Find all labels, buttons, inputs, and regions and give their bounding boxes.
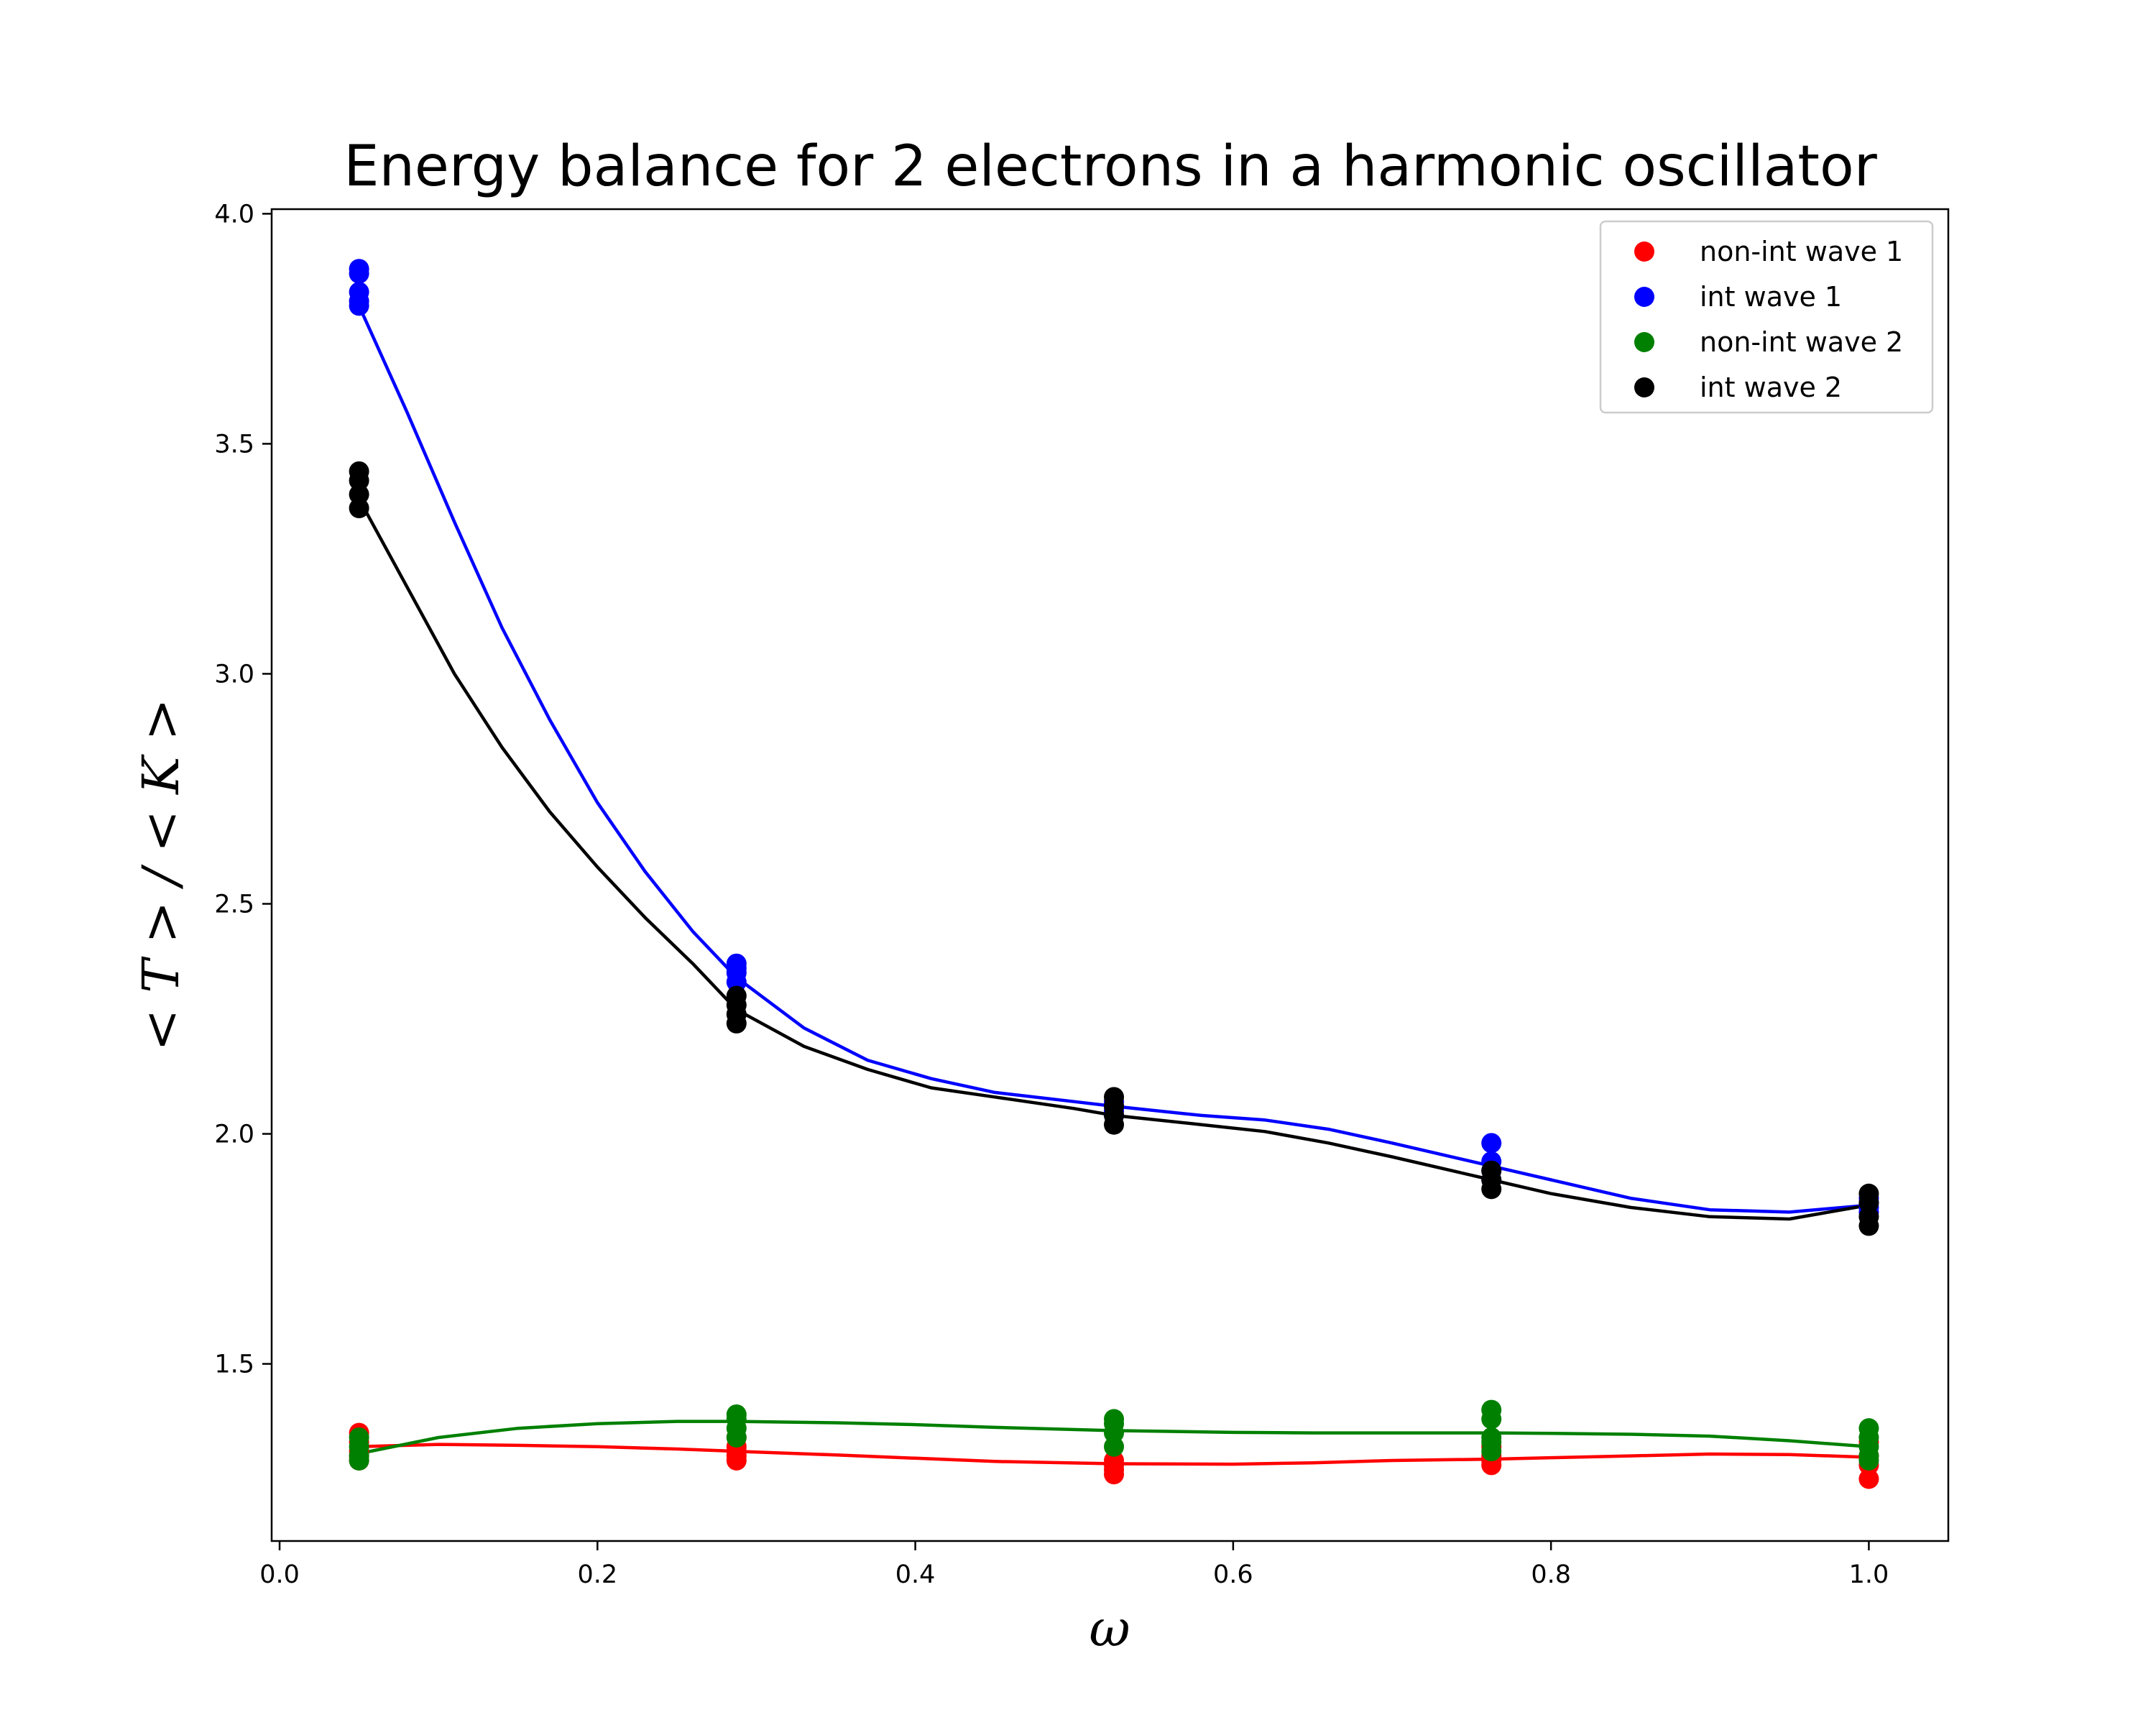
legend-marker (1634, 287, 1654, 307)
data-point (349, 1450, 369, 1471)
axes-frame (270, 208, 1950, 1542)
data-point (1104, 1114, 1125, 1135)
x-tick-label: 0.4 (895, 1560, 936, 1589)
y-tick-label: 3.5 (214, 430, 254, 459)
legend-label: int wave 2 (1700, 372, 1842, 403)
y-tick-label: 2.0 (214, 1121, 254, 1149)
data-point (726, 1427, 747, 1448)
data-point (1858, 1215, 1879, 1236)
data-point (1481, 1133, 1502, 1154)
legend: non-int wave 1 int wave 1 non-int wave 2 in… (1599, 220, 1934, 414)
data-point (1858, 1450, 1879, 1471)
x-tick-label: 0.6 (1213, 1560, 1253, 1589)
legend-label: non-int wave 2 (1700, 326, 1903, 358)
chart-title: Energy balance for 2 electrons in a harm… (344, 134, 1878, 199)
x-tick-label: 1.0 (1849, 1560, 1889, 1589)
x-tick-label: 0.0 (259, 1560, 300, 1589)
legend-marker (1634, 377, 1654, 397)
data-point (726, 1013, 747, 1034)
data-point (1858, 1192, 1879, 1213)
data-point (349, 295, 369, 316)
legend-marker (1634, 242, 1654, 262)
data-point (726, 972, 747, 993)
data-point (349, 484, 369, 505)
y-tick-label: 1.5 (214, 1351, 254, 1379)
data-point (1481, 1441, 1502, 1462)
y-tick-label: 4.0 (214, 200, 254, 229)
legend-label: int wave 1 (1700, 281, 1842, 313)
x-axis-label: ω (1089, 1599, 1130, 1658)
x-tick-label: 0.2 (577, 1560, 617, 1589)
y-tick-label: 3.0 (214, 660, 254, 689)
data-point (1104, 1464, 1125, 1485)
data-point (349, 470, 369, 491)
legend-marker (1634, 332, 1654, 352)
x-tick-label: 0.8 (1531, 1560, 1571, 1589)
legend-frame (1599, 220, 1934, 414)
data-point (1104, 1436, 1125, 1457)
data-points (349, 259, 1879, 1489)
data-point (349, 498, 369, 519)
y-tick-label: 2.5 (214, 891, 254, 919)
data-point (726, 1450, 747, 1471)
data-point (1104, 1422, 1125, 1443)
y-axis-label: < T > / < K > (132, 699, 190, 1052)
data-point (1481, 1179, 1502, 1200)
data-point (349, 263, 369, 284)
y-axis: 1.5 2.0 2.5 3.0 3.5 4.0 (214, 200, 272, 1379)
legend-label: non-int wave 1 (1700, 236, 1903, 267)
series-curve (357, 498, 1869, 1221)
series-curve (357, 305, 1869, 1214)
x-axis: 0.0 0.2 0.4 0.6 0.8 1.0 (259, 1541, 1889, 1589)
data-point (1481, 1409, 1502, 1430)
data-point (1481, 1455, 1502, 1476)
data-point (1858, 1468, 1879, 1489)
